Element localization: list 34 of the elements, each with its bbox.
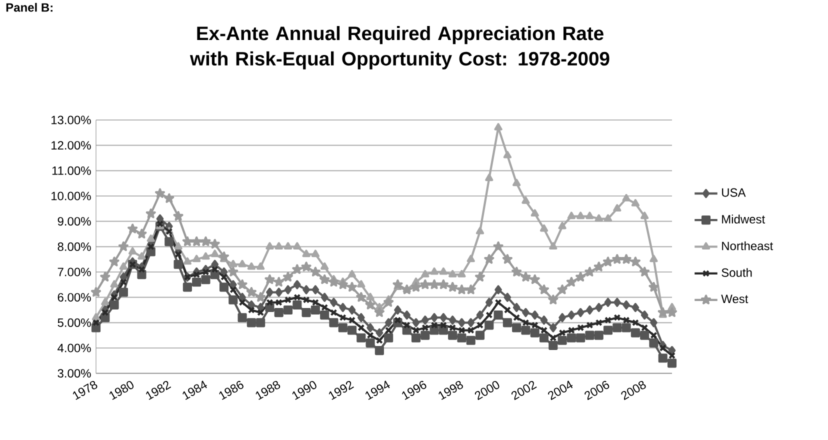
legend-label: USA xyxy=(722,188,746,197)
x-tick-label: 1992 xyxy=(328,380,354,400)
y-tick-label: 6.00% xyxy=(58,293,91,302)
x-tick-label: 2004 xyxy=(548,380,573,400)
y-tick-label: 8.00% xyxy=(58,242,91,251)
x-tick-label: 1990 xyxy=(292,381,316,400)
y-tick-label: 13.00% xyxy=(52,116,91,124)
x-tick-label: 2006 xyxy=(584,380,610,400)
x-tick-label: 1982 xyxy=(146,380,172,400)
x-tick-label: 1994 xyxy=(365,380,390,400)
x-tick-label: 1996 xyxy=(402,380,426,400)
y-tick-label: 7.00% xyxy=(58,268,91,276)
x-tick-label: 1988 xyxy=(256,380,280,400)
legend-label: South xyxy=(722,268,752,277)
y-tick-label: 10.00% xyxy=(52,192,91,200)
chart-title: Ex-Ante Annual Required Appreciation Rate with Risk-Equal Opportunity Cost: 1978-2009 xyxy=(190,26,610,70)
legend-label: West xyxy=(721,294,748,304)
x-tick-label: 2002 xyxy=(511,380,537,400)
x-tick-label: 2008 xyxy=(621,380,646,400)
x-tick-label: 1984 xyxy=(182,380,207,400)
y-tick-label: 4.00% xyxy=(58,344,91,352)
y-tick-label: 5.00% xyxy=(58,318,91,327)
legend-label: Northeast xyxy=(722,241,774,250)
x-tick-label: 1998 xyxy=(438,380,463,400)
text: Panel B: xyxy=(6,2,52,12)
y-tick-label: 11.00% xyxy=(52,166,91,175)
x-tick-label: 1980 xyxy=(109,381,134,400)
y-tick-label: 3.00% xyxy=(58,369,91,378)
x-tick-label: 2000 xyxy=(474,381,500,400)
y-tick-label: 9.00% xyxy=(58,217,91,226)
x-tick-label: 1986 xyxy=(219,380,244,400)
legend-label: Midwest xyxy=(722,214,766,224)
y-tick-label: 12.00% xyxy=(52,141,91,150)
x-tick-label: 1978 xyxy=(72,380,98,400)
